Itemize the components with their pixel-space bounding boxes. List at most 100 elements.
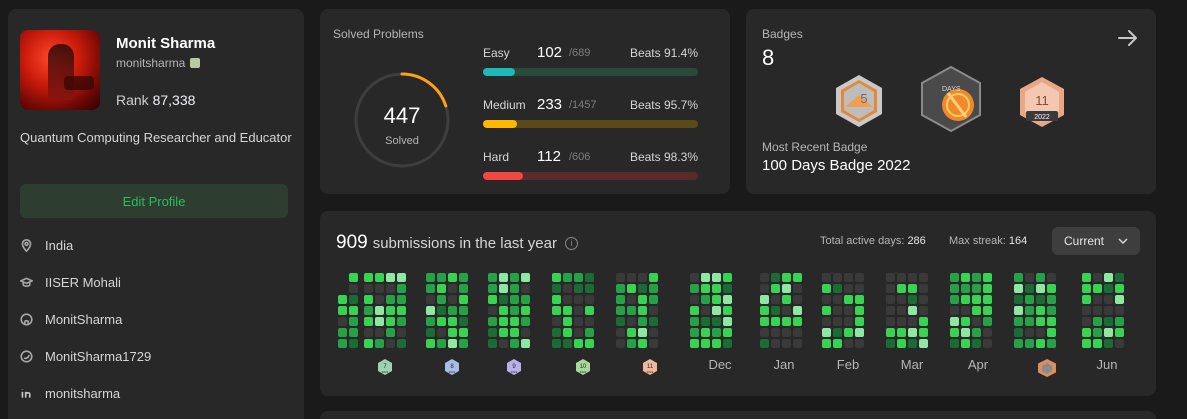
heatmap-cell[interactable]	[972, 328, 981, 337]
5-badge-icon[interactable]: 5	[832, 73, 886, 129]
info-twitter[interactable]: MonitSharma1729	[20, 349, 151, 364]
heatmap-cell[interactable]	[1025, 317, 1034, 326]
heatmap-cell[interactable]	[552, 339, 561, 348]
heatmap-cell[interactable]	[510, 306, 519, 315]
heatmap-cell[interactable]	[437, 306, 446, 315]
heatmap-cell[interactable]	[701, 273, 710, 282]
heatmap-cell[interactable]	[1025, 306, 1034, 315]
heatmap-cell[interactable]	[760, 273, 769, 282]
heatmap-cell[interactable]	[552, 284, 561, 293]
heatmap-cell[interactable]	[375, 306, 384, 315]
heatmap-cell[interactable]	[397, 317, 406, 326]
heatmap-cell[interactable]	[972, 306, 981, 315]
heatmap-cell[interactable]	[1104, 284, 1113, 293]
heatmap-cell[interactable]	[1115, 339, 1124, 348]
heatmap-cell[interactable]	[771, 295, 780, 304]
heatmap-cell[interactable]	[919, 273, 928, 282]
heatmap-cell[interactable]	[1093, 306, 1102, 315]
heatmap-cell[interactable]	[1115, 295, 1124, 304]
heatmap-cell[interactable]	[448, 273, 457, 282]
heatmap-cell[interactable]	[616, 273, 625, 282]
heatmap-cell[interactable]	[782, 328, 791, 337]
heatmap-cell[interactable]	[855, 273, 864, 282]
heatmap-cell[interactable]	[574, 339, 583, 348]
heatmap-cell[interactable]	[897, 328, 906, 337]
heatmap-cell[interactable]	[701, 339, 710, 348]
heatmap-cell[interactable]	[1025, 328, 1034, 337]
heatmap-cell[interactable]	[349, 306, 358, 315]
info-github-text[interactable]: MonitSharma	[45, 312, 123, 327]
heatmap-cell[interactable]	[771, 328, 780, 337]
heatmap-cell[interactable]	[552, 317, 561, 326]
heatmap-cell[interactable]	[793, 339, 802, 348]
heatmap-cell[interactable]	[822, 328, 831, 337]
days-badge-icon[interactable]: DAYS	[918, 65, 984, 133]
heatmap-cell[interactable]	[437, 273, 446, 282]
heatmap-cell[interactable]	[712, 328, 721, 337]
heatmap-cell[interactable]	[1047, 273, 1056, 282]
heatmap-cell[interactable]	[844, 284, 853, 293]
heatmap-cell[interactable]	[919, 284, 928, 293]
heatmap-cell[interactable]	[364, 328, 373, 337]
heatmap-cell[interactable]	[961, 317, 970, 326]
heatmap-cell[interactable]	[1093, 317, 1102, 326]
heatmap-cell[interactable]	[627, 339, 636, 348]
heatmap-cell[interactable]	[364, 273, 373, 282]
heatmap-cell[interactable]	[690, 339, 699, 348]
heatmap-cell[interactable]	[793, 273, 802, 282]
heatmap-cell[interactable]	[364, 295, 373, 304]
heatmap-cell[interactable]	[723, 273, 732, 282]
heatmap-cell[interactable]	[426, 295, 435, 304]
heatmap-cell[interactable]	[950, 273, 959, 282]
heatmap-cell[interactable]	[1036, 284, 1045, 293]
heatmap-cell[interactable]	[897, 273, 906, 282]
heatmap-cell[interactable]	[782, 317, 791, 326]
heatmap-cell[interactable]	[349, 328, 358, 337]
heatmap-cell[interactable]	[499, 317, 508, 326]
heatmap-cell[interactable]	[338, 306, 347, 315]
heatmap-cell[interactable]	[1093, 284, 1102, 293]
heatmap-cell[interactable]	[397, 284, 406, 293]
heatmap-cell[interactable]	[793, 317, 802, 326]
heatmap-cell[interactable]	[459, 339, 468, 348]
heatmap-cell[interactable]	[961, 339, 970, 348]
heatmap-cell[interactable]	[1082, 306, 1091, 315]
heatmap-cell[interactable]	[1014, 273, 1023, 282]
heatmap-cell[interactable]	[886, 306, 895, 315]
heatmap-cell[interactable]	[616, 284, 625, 293]
heatmap-cell[interactable]	[638, 284, 647, 293]
heatmap-cell[interactable]	[585, 339, 594, 348]
heatmap-cell[interactable]	[950, 339, 959, 348]
heatmap-cell[interactable]	[448, 306, 457, 315]
heatmap-cell[interactable]	[1104, 317, 1113, 326]
heatmap-cell[interactable]	[723, 295, 732, 304]
heatmap-cell[interactable]	[563, 284, 572, 293]
heatmap-cell[interactable]	[627, 317, 636, 326]
heatmap-cell[interactable]	[1025, 339, 1034, 348]
heatmap-cell[interactable]	[833, 273, 842, 282]
heatmap-cell[interactable]	[712, 284, 721, 293]
heatmap-cell[interactable]	[563, 339, 572, 348]
heatmap-cell[interactable]	[574, 295, 583, 304]
heatmap-cell[interactable]	[563, 273, 572, 282]
heatmap-cell[interactable]	[886, 317, 895, 326]
heatmap-cell[interactable]	[712, 273, 721, 282]
heatmap-cell[interactable]	[771, 306, 780, 315]
heatmap-cell[interactable]	[760, 328, 769, 337]
heatmap-cell[interactable]	[448, 295, 457, 304]
heatmap-cell[interactable]	[1115, 317, 1124, 326]
heatmap-cell[interactable]	[1115, 284, 1124, 293]
heatmap-cell[interactable]	[1047, 306, 1056, 315]
heatmap-cell[interactable]	[437, 339, 446, 348]
heatmap-cell[interactable]	[426, 284, 435, 293]
heatmap-cell[interactable]	[397, 306, 406, 315]
heatmap-cell[interactable]	[983, 317, 992, 326]
heatmap-cell[interactable]	[375, 339, 384, 348]
heatmap-cell[interactable]	[563, 328, 572, 337]
heatmap-cell[interactable]	[760, 295, 769, 304]
11-2022-badge-icon[interactable]: 11 2022	[1016, 75, 1068, 129]
heatmap-cell[interactable]	[448, 284, 457, 293]
